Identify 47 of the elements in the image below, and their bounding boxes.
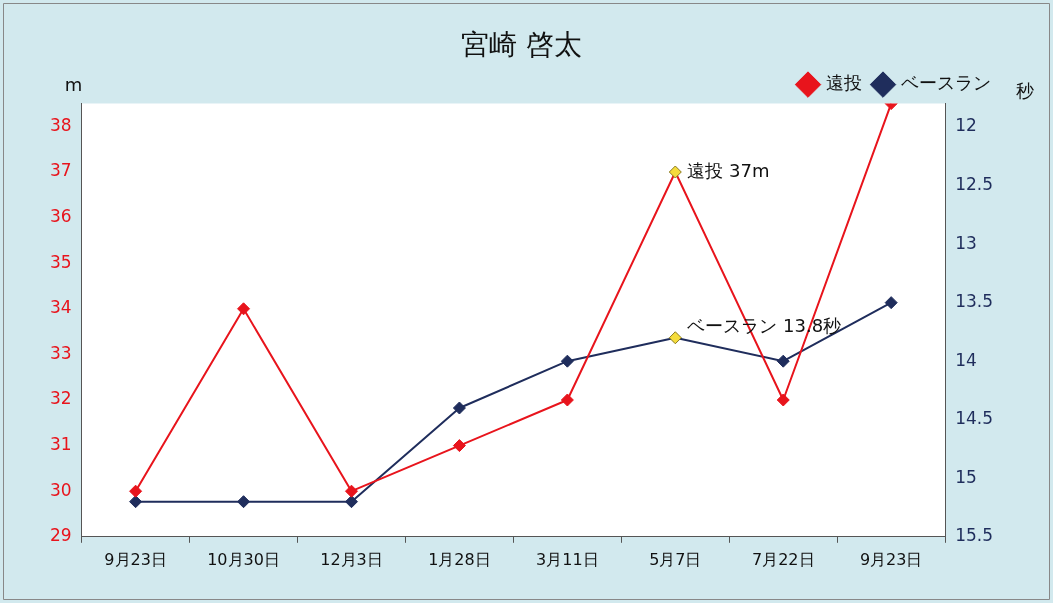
x-tick-label: 9月23日: [859, 549, 923, 569]
point: [344, 484, 358, 498]
y-tick-label: 36: [49, 206, 72, 227]
y-tick-label: 30: [49, 479, 72, 500]
y2-tick-label: 15.5: [955, 525, 994, 546]
point: [884, 296, 898, 310]
y-tick-label: 38: [49, 114, 72, 135]
x-tick-label: 9月23日: [104, 549, 167, 569]
y-tick-label: 31: [49, 434, 72, 455]
point: [452, 401, 466, 415]
y-axis-title: m: [64, 74, 83, 96]
y-tick-label: 35: [49, 251, 72, 272]
legend-label: ベースラン: [901, 72, 991, 94]
y-tick-label: 33: [49, 342, 72, 363]
x-tick-label: 1月28日: [428, 549, 491, 569]
legend-label: 遠投: [826, 72, 862, 94]
y2-tick-label: 13: [955, 232, 977, 253]
x-tick-label: 10月30日: [207, 549, 280, 569]
point: [129, 484, 143, 498]
point: [237, 495, 251, 509]
y2-tick-label: 12: [955, 115, 977, 136]
point: [776, 393, 790, 407]
point: [129, 495, 143, 509]
point: [668, 165, 682, 179]
x-tick-label: 7月22日: [751, 549, 815, 569]
point: [237, 302, 251, 316]
y-tick-label: 34: [49, 297, 72, 318]
y-tick-label: 29: [49, 525, 72, 546]
y2-tick-label: 14: [955, 349, 977, 370]
point: [452, 439, 466, 453]
point: [560, 393, 574, 407]
point: [668, 331, 682, 345]
y2-axis-title: 秒: [1016, 80, 1035, 102]
y2-tick-label: 12.5: [955, 173, 994, 194]
x-tick-label: 12月3日: [320, 549, 383, 569]
y2-tick-label: 14.5: [955, 408, 994, 429]
point: [344, 495, 358, 509]
annotation: 遠投 37m: [687, 159, 770, 181]
x-tick-label: 5月7日: [649, 549, 702, 569]
y2-tick-label: 15: [955, 466, 977, 487]
point: [776, 354, 790, 368]
y2-tick-label: 13.5: [955, 291, 994, 312]
chart-title: 宮崎 啓太: [461, 28, 582, 62]
y-tick-label: 32: [49, 388, 72, 409]
y-tick-label: 37: [49, 160, 72, 181]
x-tick-label: 3月11日: [536, 549, 599, 569]
point: [560, 354, 574, 368]
